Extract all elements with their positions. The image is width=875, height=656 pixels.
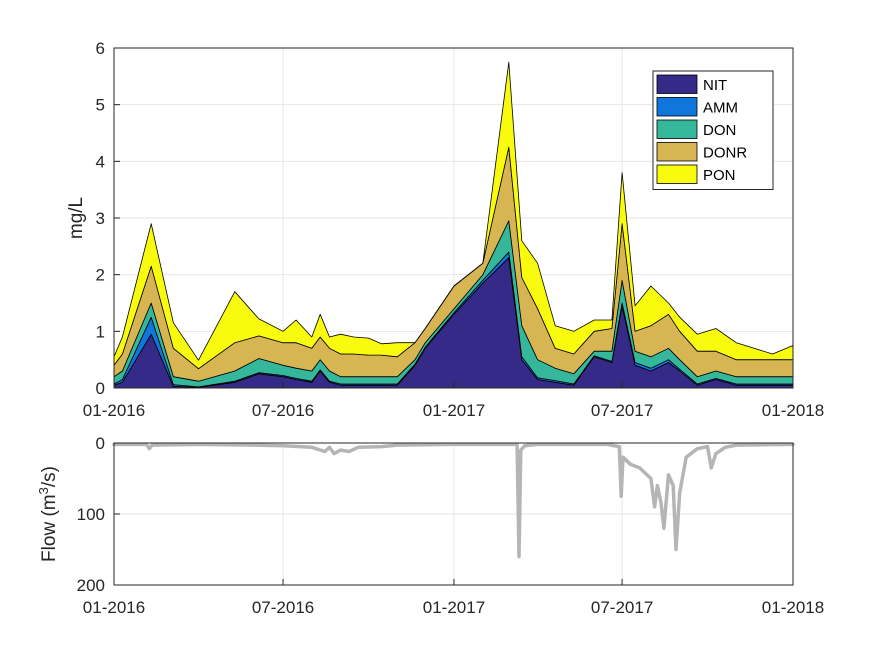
concentration-panel: 01-2016 07-2016 01-2017 07-2017 01-2018 0 1 2 3 4… <box>66 39 824 420</box>
legend-swatch-amm <box>656 97 698 117</box>
flow-y-axis-label-superscript: 3 <box>36 487 51 494</box>
flow-x-tick-label: 01-2018 <box>762 598 824 617</box>
flow-y-axis-label-suffix: /s) <box>39 466 60 487</box>
concentration-x-tick-label: 07-2017 <box>591 401 653 420</box>
flow-line <box>112 442 795 559</box>
legend-label-amm: AMM <box>703 100 738 117</box>
concentration-y-tick-label: 4 <box>96 152 105 171</box>
legend-swatch-nit <box>656 74 698 94</box>
flow-x-tick-label: 01-2017 <box>423 598 485 617</box>
concentration-y-tick-label: 2 <box>96 266 105 285</box>
flow-y-tick-label: 0 <box>96 434 105 453</box>
concentration-x-tick-label: 01-2018 <box>762 401 824 420</box>
concentration-y-tick-label: 6 <box>96 39 105 58</box>
flow-x-tick-label: 01-2016 <box>83 598 145 617</box>
flow-y-tick-label: 100 <box>77 505 105 524</box>
concentration-x-tick-label: 07-2016 <box>252 401 314 420</box>
flow-line-group <box>112 442 795 559</box>
legend-label-nit: NIT <box>703 77 727 94</box>
legend-label-donr: DONR <box>703 145 747 162</box>
legend-swatch-donr <box>656 142 698 162</box>
legend-label-don: DON <box>703 122 736 139</box>
legend-swatch-pon <box>656 164 698 184</box>
flow-x-tick-label: 07-2016 <box>252 598 314 617</box>
legend-swatch-don <box>656 119 698 139</box>
flow-panel: 01-2016 07-2016 01-2017 07-2017 01-2018 0 100 2… <box>36 434 824 617</box>
legend: NIT AMM DON DONR PON <box>652 70 774 190</box>
flow-ticks: 01-2016 07-2016 01-2017 07-2017 01-2018 0 100 2… <box>77 434 825 617</box>
concentration-x-tick-label: 01-2016 <box>83 401 145 420</box>
concentration-y-axis-label: mg/L <box>66 197 87 239</box>
flow-y-tick-label: 200 <box>77 576 105 595</box>
concentration-y-tick-label: 1 <box>96 322 105 341</box>
flow-x-tick-label: 07-2017 <box>591 598 653 617</box>
concentration-y-tick-label: 5 <box>96 96 105 115</box>
legend-label-pon: PON <box>703 167 736 184</box>
flow-y-axis-label: Flow (m3/s) <box>36 466 60 562</box>
concentration-ticks: 01-2016 07-2016 01-2017 07-2017 01-2018 0 1 2 3 4… <box>83 39 824 420</box>
concentration-y-tick-label: 3 <box>96 209 105 228</box>
flow-y-axis-label-text: Flow (m <box>39 494 60 562</box>
concentration-y-tick-label: 0 <box>96 379 105 398</box>
concentration-x-tick-label: 01-2017 <box>423 401 485 420</box>
